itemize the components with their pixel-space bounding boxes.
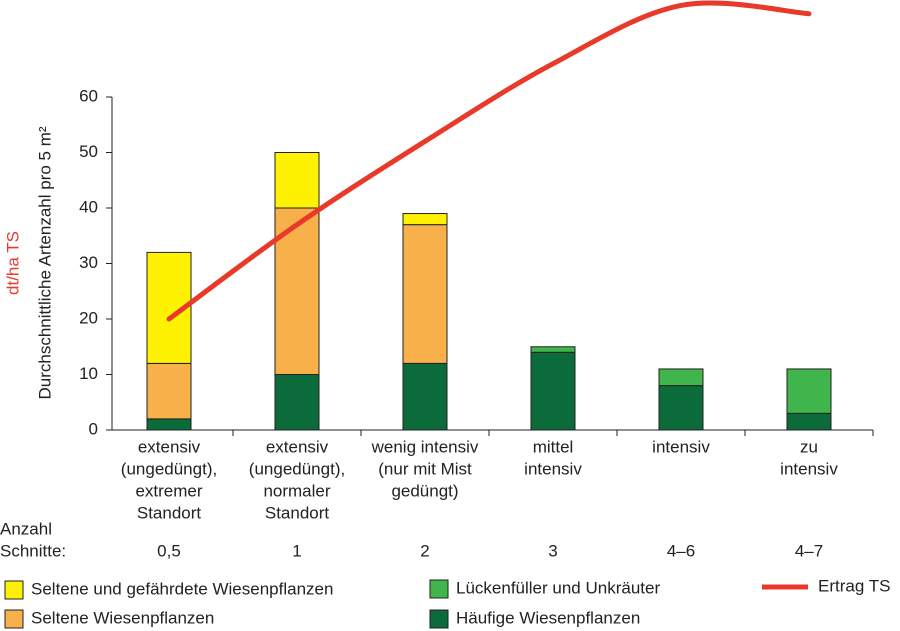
x-tick-label: wenig intensiv: [371, 437, 479, 456]
x-tick-label: Standort: [137, 503, 202, 522]
cuts-value: 0,5: [157, 541, 181, 560]
cuts-value: 1: [292, 541, 301, 560]
legend-swatch: [429, 609, 449, 629]
y-tick-label: 50: [79, 142, 98, 161]
x-tick-label: (ungedüngt),: [249, 459, 345, 478]
y-tick-label: 60: [79, 86, 98, 105]
legend-label: Seltene Wiesenpflanzen: [31, 608, 214, 627]
cuts-label: Anzahl: [0, 519, 52, 538]
legend-swatch: [429, 579, 449, 599]
legend-label: Seltene und gefährdete Wiesenpflanzen: [31, 579, 333, 598]
x-tick-label: extremer: [135, 481, 202, 500]
bar-segment: [146, 362, 192, 420]
y-tick-label: 0: [89, 419, 98, 438]
cuts-value: 4–7: [795, 541, 823, 560]
x-tick-label: intensiv: [780, 459, 838, 478]
legend-label: Ertrag TS: [818, 576, 890, 595]
bar-segment: [402, 362, 448, 431]
x-tick-label: intensiv: [652, 437, 710, 456]
bar-segment: [658, 368, 704, 387]
cuts-value: 4–6: [667, 541, 695, 560]
bar-segment: [530, 351, 576, 431]
legend-swatch: [4, 580, 24, 600]
y-tick-label: 20: [79, 308, 98, 327]
x-tick-label: normaler: [263, 481, 330, 500]
legend-label: Häufige Wiesenpflanzen: [456, 608, 640, 627]
y-tick-label: 40: [79, 197, 98, 216]
x-tick-label: (nur mit Mist: [378, 459, 472, 478]
x-tick-label: mittel: [533, 437, 574, 456]
y-tick-label: 30: [79, 253, 98, 272]
x-tick-label: Standort: [265, 503, 330, 522]
x-tick-label: intensiv: [524, 459, 582, 478]
bar-segment: [402, 213, 448, 226]
cuts-label: Schnitte:: [0, 541, 66, 560]
bar-segment: [274, 152, 320, 209]
bar-segment: [658, 385, 704, 431]
bar-segment: [146, 418, 192, 431]
y-axis-label: Durchschnittliche Artenzahl pro 5 m²: [35, 126, 54, 399]
x-tick-label: extensiv: [266, 437, 329, 456]
y-tick-label: 10: [79, 364, 98, 383]
cuts-value: 2: [420, 541, 429, 560]
x-tick-label: gedüngt): [391, 481, 458, 500]
x-tick-label: extensiv: [138, 437, 201, 456]
x-tick-label: zu: [800, 437, 818, 456]
bar-segment: [786, 368, 832, 414]
y2-axis-label: dt/ha TS: [3, 231, 22, 295]
legend-swatch: [4, 609, 24, 629]
bar-segment: [786, 412, 832, 431]
line: [166, 0, 812, 322]
bar-segment: [274, 374, 320, 431]
cuts-value: 3: [548, 541, 557, 560]
x-tick-label: (ungedüngt),: [121, 459, 217, 478]
legend-label: Lückenfüller und Unkräuter: [456, 578, 660, 597]
bar-segment: [530, 346, 576, 353]
bar-segment: [402, 224, 448, 364]
